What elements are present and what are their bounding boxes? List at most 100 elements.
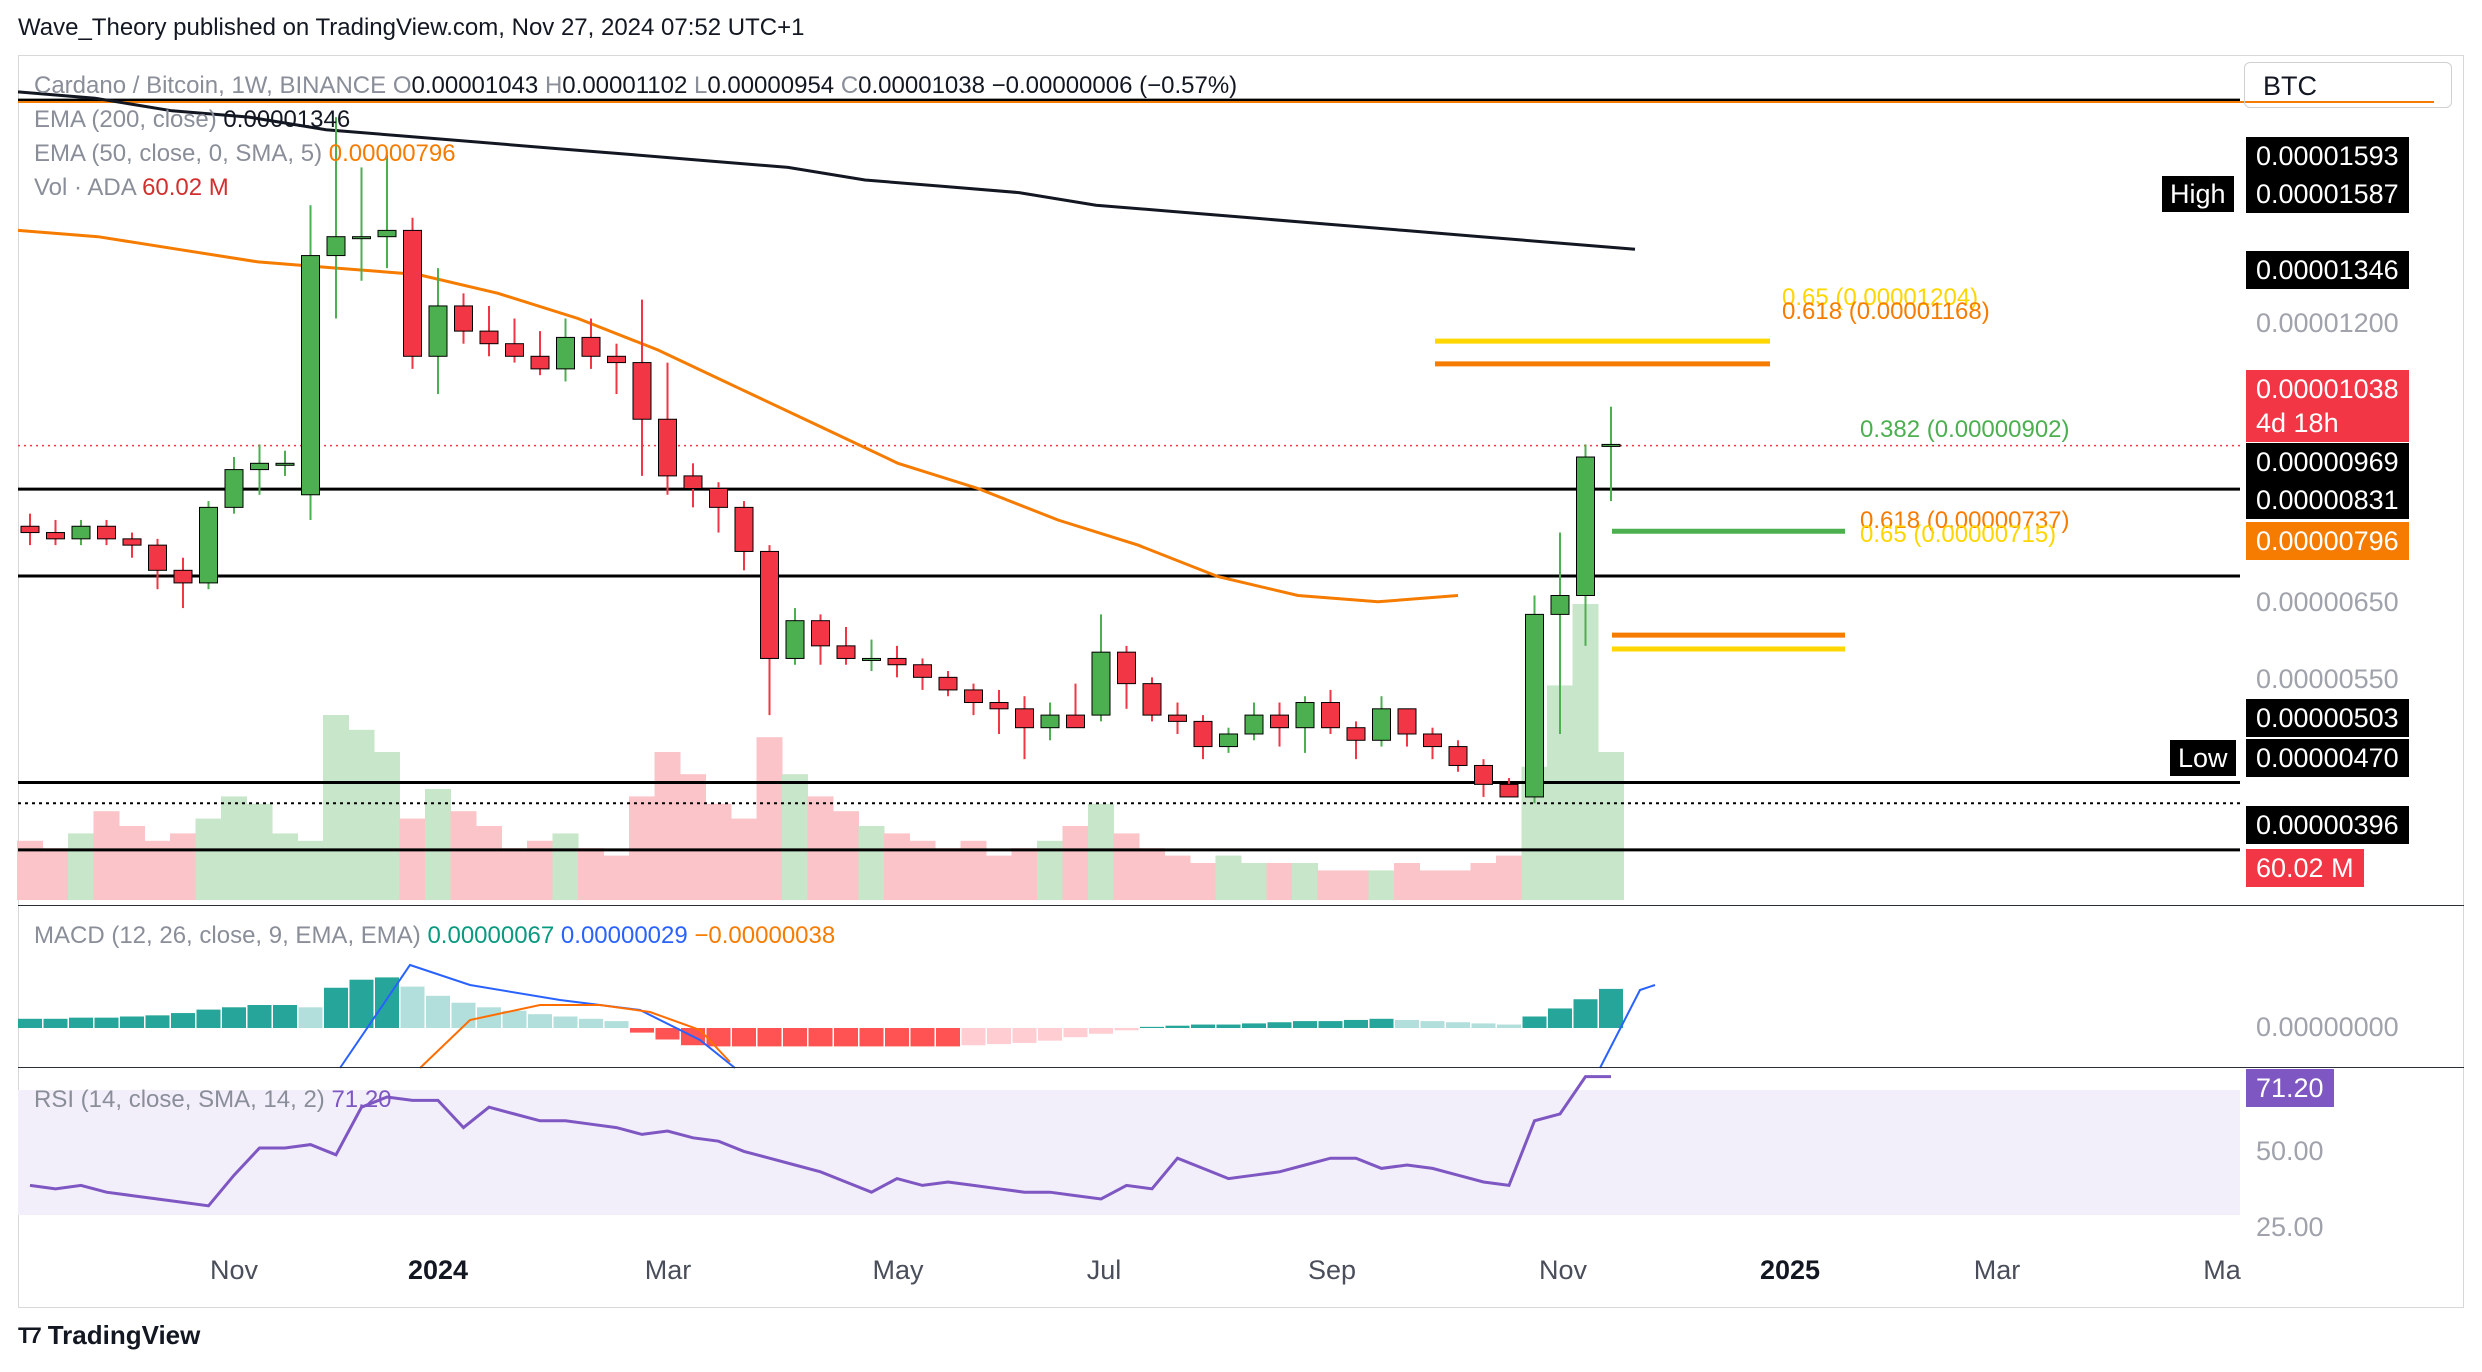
pane-separator[interactable] (18, 1067, 2464, 1068)
macd-histogram-bar (120, 1016, 144, 1028)
x-tick: Sep (1307, 1255, 1357, 1285)
candle-body (275, 462, 295, 466)
bar-countdown: 4d 18h (2256, 408, 2339, 438)
volume-bar (170, 833, 196, 900)
volume-bar (1088, 803, 1114, 900)
ema50-price-label: 0.00000796 (2246, 522, 2409, 560)
volume-bar (578, 848, 604, 900)
ema50-line (17, 228, 1459, 604)
macd-pane (18, 963, 1656, 1069)
macd-histogram-bar (477, 1007, 501, 1028)
candle-body (1525, 613, 1544, 798)
macd-histogram-bar (18, 1018, 42, 1028)
macd-line-recent (1599, 984, 1656, 1069)
macd-histogram-bar (553, 1016, 578, 1028)
candle-body (632, 362, 652, 420)
macd-histogram-bar (1293, 1021, 1317, 1028)
volume-bar (1266, 863, 1293, 900)
candle-body (607, 355, 626, 364)
symbol-legend: Cardano / Bitcoin, 1W, BINANCE O0.000010… (34, 72, 1237, 100)
volume-bar (858, 826, 885, 900)
macd-histogram-bar (859, 1028, 884, 1047)
volume-bar (833, 811, 859, 900)
volume-bar (756, 737, 783, 900)
macd-histogram-bar (528, 1014, 552, 1028)
volume-bar (42, 848, 69, 900)
volume-bar (603, 855, 630, 900)
candle-body (1499, 783, 1519, 798)
candle-body (326, 236, 346, 257)
price-label: 0.00000396 (2246, 806, 2409, 844)
macd-histogram-bar (1318, 1021, 1343, 1028)
volume-bar (1317, 870, 1344, 900)
macd-histogram-bar (94, 1017, 119, 1028)
publish-header: Wave_Theory published on TradingView.com… (18, 14, 805, 41)
x-tick: 2025 (1759, 1255, 1821, 1285)
volume-bar (450, 811, 477, 900)
tradingview-logo[interactable]: T7 TradingView (18, 1320, 200, 1351)
macd-histogram-bar (69, 1017, 93, 1028)
candle-body (1295, 702, 1315, 729)
macd-histogram-bar (324, 987, 348, 1028)
volume-bar (1113, 833, 1140, 900)
volume-bar (221, 796, 247, 900)
macd-histogram-bar (987, 1028, 1011, 1045)
macd-histogram-bar (247, 1005, 272, 1028)
candle-body (1448, 746, 1468, 766)
candle-body (862, 657, 881, 661)
low-key: L (693, 72, 708, 99)
volume-bar (68, 833, 94, 900)
macd-legend: MACD (12, 26, close, 9, EMA, EMA) 0.0000… (34, 922, 836, 949)
axis-tick: 0.00001200 (2256, 308, 2399, 338)
macd-histogram-bar (1267, 1022, 1292, 1028)
macd-histogram-bar (1114, 1028, 1139, 1031)
volume-bar (629, 796, 655, 900)
candle-body (1601, 443, 1621, 447)
close-key: C (840, 72, 859, 99)
volume-bar (1445, 870, 1471, 900)
macd-histogram-bar (145, 1015, 170, 1028)
candle-body (913, 664, 932, 678)
fib-0618-top-label: 0.618 (0.00001168) (1782, 298, 1990, 325)
candle-body (428, 305, 448, 357)
rsi-legend: RSI (14, close, SMA, 14, 2) 71.20 (34, 1086, 392, 1113)
macd-histogram-bar (1038, 1028, 1062, 1041)
high-value: 0.00001102 (562, 72, 688, 99)
volume-bar (884, 833, 910, 900)
candle-body (938, 676, 958, 691)
x-tick: 2024 (407, 1255, 469, 1285)
price-label: 0.00000831 (2246, 481, 2409, 519)
macd-histogram-bar (1471, 1023, 1496, 1028)
candle-body (148, 544, 167, 571)
pane-separator[interactable] (18, 905, 2464, 906)
macd-histogram-bar (1012, 1028, 1037, 1043)
volume-bar (705, 803, 732, 900)
candle-body (836, 645, 856, 659)
macd-histogram-bar (349, 979, 374, 1028)
volume-legend: Vol · ADA 60.02 M (34, 174, 229, 201)
candle-body (964, 689, 983, 704)
price-label: 0.00000969 (2246, 443, 2409, 481)
price-label-low: 0.00000470 (2246, 739, 2409, 777)
candle-body (1142, 683, 1162, 716)
macd-histogram-bar (1599, 988, 1623, 1028)
candle-body (811, 620, 830, 647)
volume-bar (1215, 855, 1242, 900)
high-tag: High (2162, 176, 2234, 212)
x-tick: May (872, 1255, 924, 1285)
macd-histogram-bar (426, 995, 450, 1028)
currency-button[interactable]: BTC (2244, 62, 2452, 108)
candle-body (1474, 764, 1493, 785)
volume-bar (501, 848, 528, 900)
volume-bar (1190, 863, 1216, 900)
fibonacci-levels (1435, 338, 1845, 652)
volume-bar (1572, 604, 1599, 900)
volume-bar (323, 715, 349, 900)
volume-bar (399, 818, 426, 900)
macd-histogram-bar (1063, 1028, 1088, 1038)
rsi-pane (18, 1075, 2240, 1215)
brand-name: TradingView (47, 1320, 201, 1350)
volume-bar (246, 803, 273, 900)
candle-body (1244, 714, 1264, 735)
